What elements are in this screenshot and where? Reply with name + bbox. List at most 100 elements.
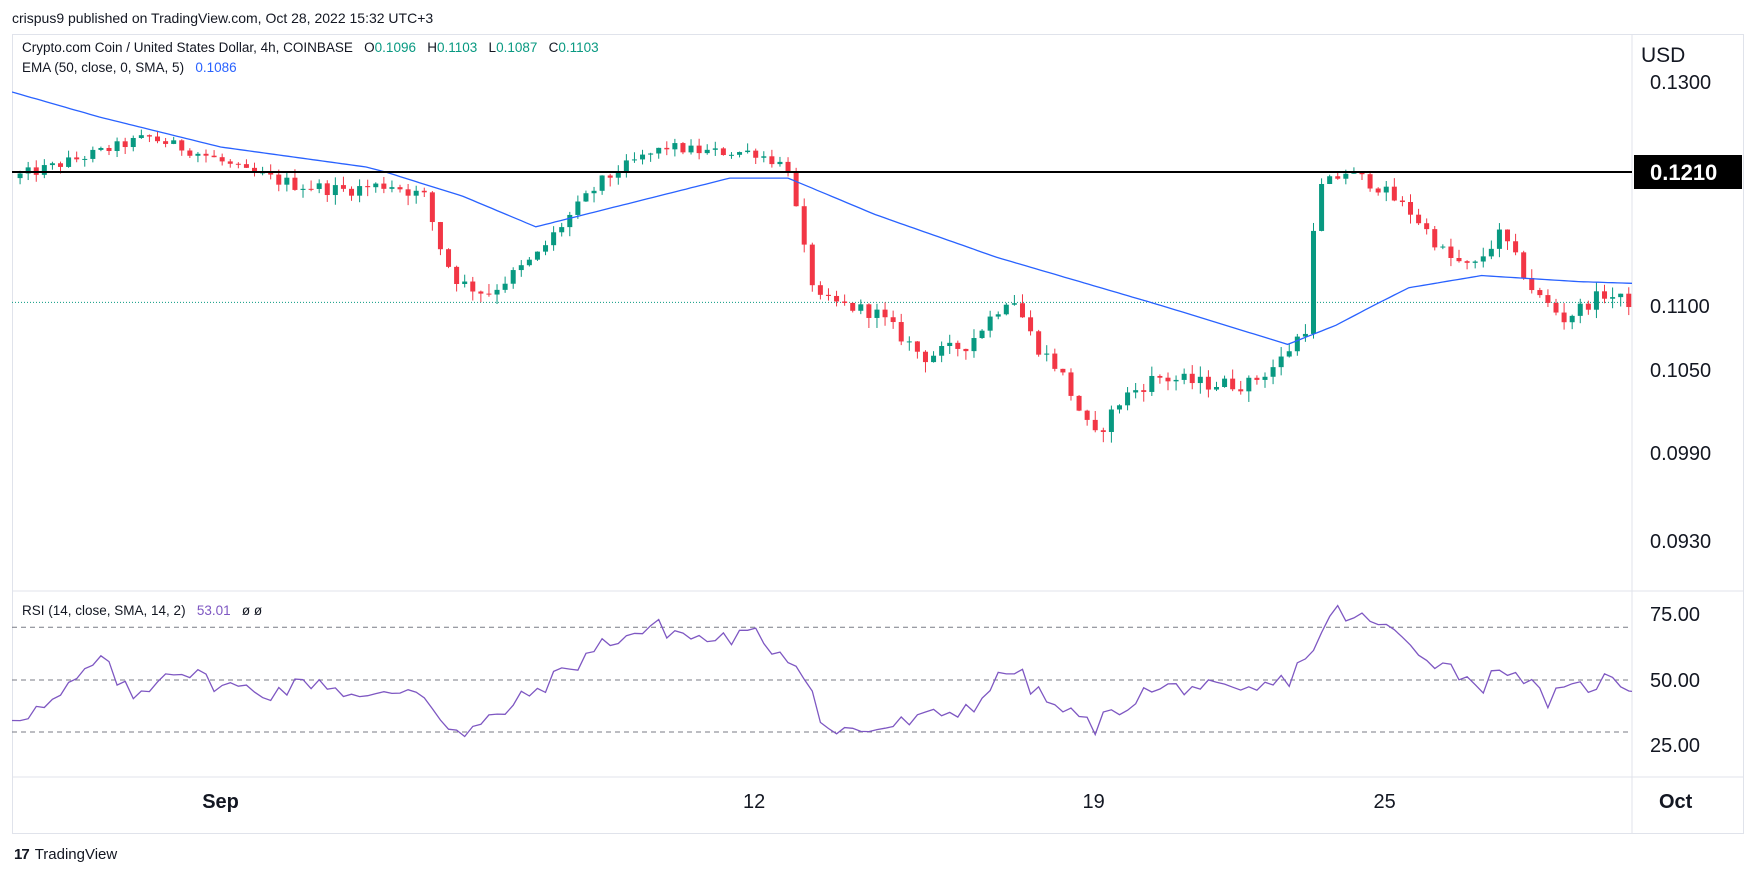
rsi-extra: ø ø bbox=[241, 603, 263, 618]
candle-body bbox=[720, 148, 726, 156]
candle-body bbox=[381, 183, 387, 189]
candle-body bbox=[623, 160, 629, 174]
candle-body bbox=[1731, 294, 1736, 300]
candle-body bbox=[502, 283, 508, 290]
candle-body bbox=[1189, 373, 1195, 384]
candle-body bbox=[1141, 390, 1147, 392]
candle-body bbox=[591, 190, 597, 194]
candle-body bbox=[1125, 392, 1131, 406]
candle-body bbox=[421, 190, 427, 193]
ema-label[interactable]: EMA (50, close, 0, SMA, 5) bbox=[22, 60, 185, 75]
candle-body bbox=[1375, 188, 1381, 193]
candle-body bbox=[25, 167, 31, 174]
candle-body bbox=[187, 150, 193, 156]
candle-body bbox=[931, 355, 937, 363]
candle-body bbox=[1634, 299, 1639, 307]
candle-body bbox=[551, 232, 557, 246]
candle-body bbox=[559, 227, 565, 233]
price-axis-label: 0.0990 bbox=[1650, 443, 1711, 465]
candle-body bbox=[680, 143, 686, 153]
candle-body bbox=[284, 177, 290, 185]
candle-body bbox=[114, 141, 120, 152]
candle-body bbox=[583, 193, 589, 202]
candle-body bbox=[1278, 356, 1284, 368]
candle-body bbox=[1715, 292, 1720, 293]
candle-body bbox=[672, 143, 678, 150]
price-axis-label: 0.1050 bbox=[1650, 360, 1711, 382]
candle-body bbox=[761, 156, 767, 158]
open-key: O bbox=[364, 40, 375, 55]
candle-body bbox=[1084, 410, 1090, 420]
candle-body bbox=[696, 145, 702, 154]
candle-body bbox=[316, 183, 322, 189]
candle-body bbox=[1019, 303, 1025, 318]
candle-body bbox=[429, 192, 435, 223]
candle-body bbox=[1529, 277, 1535, 291]
candle-body bbox=[631, 159, 637, 161]
candle-body bbox=[1116, 405, 1122, 410]
candle-body bbox=[1488, 248, 1494, 257]
candle-body bbox=[1577, 303, 1583, 316]
rsi-axis-label: 75.00 bbox=[1650, 604, 1700, 626]
candle-body bbox=[66, 157, 72, 167]
candle-body bbox=[834, 295, 840, 302]
candle-body bbox=[785, 161, 791, 172]
candle-body bbox=[1302, 333, 1308, 337]
candle-body bbox=[825, 294, 831, 296]
candle-body bbox=[1246, 377, 1252, 392]
candle-body bbox=[486, 293, 492, 295]
candle-body bbox=[1294, 336, 1300, 352]
candle-body bbox=[1157, 375, 1163, 378]
candle-body bbox=[1513, 241, 1519, 253]
candle-body bbox=[922, 351, 928, 363]
candle-body bbox=[470, 281, 476, 292]
candle-body bbox=[1440, 246, 1446, 248]
candle-body bbox=[648, 153, 654, 155]
candle-body bbox=[446, 249, 452, 267]
candle-body bbox=[1521, 252, 1527, 278]
candle-body bbox=[478, 291, 484, 294]
candle-body bbox=[90, 149, 96, 159]
candle-body bbox=[349, 188, 355, 196]
tradingview-mark-icon: 17 bbox=[14, 846, 30, 863]
price-axis-label: 0.0930 bbox=[1650, 531, 1711, 553]
date-label-19: 19 bbox=[1082, 791, 1104, 813]
ema-legend: EMA (50, close, 0, SMA, 5) 0.1086 bbox=[22, 60, 237, 75]
close-value: 0.1103 bbox=[558, 40, 599, 55]
candle-body bbox=[1205, 376, 1211, 390]
rsi-line bbox=[12, 604, 1632, 738]
candle-body bbox=[842, 301, 848, 303]
candle-body bbox=[235, 163, 241, 165]
tradingview-logo[interactable]: 17 TradingView bbox=[14, 846, 117, 863]
candle-body bbox=[163, 141, 169, 144]
candle-body bbox=[534, 251, 540, 260]
candle-body bbox=[146, 135, 152, 137]
candle-body bbox=[1165, 377, 1171, 382]
candle-body bbox=[1230, 378, 1236, 390]
candle-body bbox=[437, 222, 443, 250]
candle-body bbox=[526, 259, 532, 266]
price-pane: 0.0166 (17.82%) 166 bbox=[12, 91, 1736, 443]
candle-body bbox=[227, 161, 233, 164]
ema-value: 0.1086 bbox=[195, 60, 237, 75]
low-value: 0.1087 bbox=[496, 40, 538, 55]
candle-body bbox=[17, 173, 23, 179]
date-label-Sep: Sep bbox=[202, 791, 239, 813]
candle-body bbox=[1618, 293, 1624, 298]
rsi-label[interactable]: RSI (14, close, SMA, 14, 2) bbox=[22, 603, 186, 618]
candle-body bbox=[219, 157, 225, 162]
rsi-value: 53.01 bbox=[196, 603, 231, 618]
candle-body bbox=[1585, 303, 1591, 310]
candle-body bbox=[155, 136, 161, 142]
rsi-axis-label: 50.00 bbox=[1650, 670, 1700, 692]
candle-body bbox=[817, 285, 823, 295]
candle-body bbox=[1092, 419, 1098, 431]
symbol-label[interactable]: Crypto.com Coin / United States Dollar, … bbox=[22, 40, 353, 55]
candle-body bbox=[656, 147, 662, 154]
publish-caption: crispus9 published on TradingView.com, O… bbox=[12, 10, 434, 26]
candle-body bbox=[793, 171, 799, 207]
ema-line bbox=[12, 91, 1632, 346]
candle-body bbox=[1310, 230, 1317, 334]
candle-body bbox=[615, 173, 621, 178]
